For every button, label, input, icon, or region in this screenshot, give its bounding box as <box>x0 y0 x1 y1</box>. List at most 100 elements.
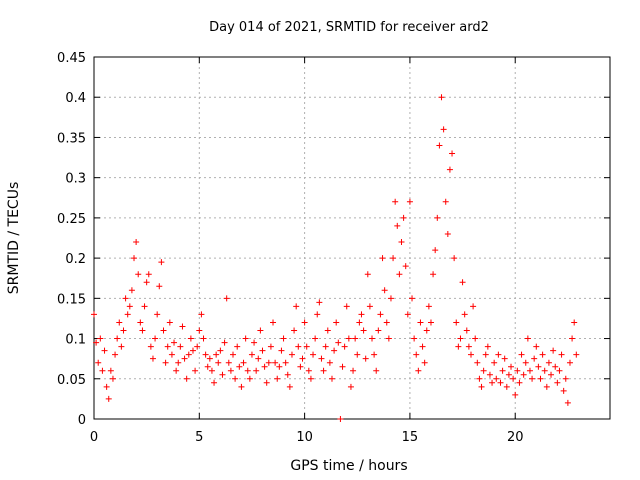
data-point <box>299 355 306 362</box>
data-point <box>398 239 405 246</box>
data-point <box>139 327 146 334</box>
data-point <box>373 367 380 374</box>
data-point <box>438 94 445 101</box>
data-point <box>280 335 287 342</box>
data-point <box>93 339 100 346</box>
data-point <box>419 343 426 350</box>
data-point <box>246 375 253 382</box>
data-point <box>383 319 390 326</box>
data-point <box>114 335 121 342</box>
data-point <box>470 303 477 310</box>
data-point <box>486 371 493 378</box>
data-point <box>434 214 441 221</box>
data-point <box>162 359 169 366</box>
data-point <box>404 311 411 318</box>
data-point <box>341 343 348 350</box>
data-point <box>141 303 148 310</box>
data-point <box>274 375 281 382</box>
data-point <box>97 335 104 342</box>
data-point <box>484 343 491 350</box>
data-point <box>143 279 150 286</box>
data-point <box>192 367 199 374</box>
data-point <box>211 379 218 386</box>
data-point <box>276 363 283 370</box>
data-point <box>526 367 533 374</box>
data-point <box>461 311 468 318</box>
data-point <box>541 367 548 374</box>
data-point <box>356 319 363 326</box>
data-point <box>508 363 515 370</box>
data-point <box>524 335 531 342</box>
data-point <box>95 359 102 366</box>
data-point <box>350 367 357 374</box>
data-point <box>476 375 483 382</box>
y-tick-label: 0.4 <box>65 91 86 106</box>
data-point <box>430 271 437 278</box>
data-point <box>514 367 521 374</box>
data-point <box>369 335 376 342</box>
data-point <box>472 335 479 342</box>
data-point <box>236 363 243 370</box>
data-point <box>501 355 508 362</box>
data-point <box>396 271 403 278</box>
data-point <box>133 239 140 246</box>
data-point <box>548 371 555 378</box>
data-point <box>248 351 255 358</box>
x-tick-label: 20 <box>507 430 524 445</box>
data-point <box>284 371 291 378</box>
data-point <box>185 351 192 358</box>
y-axis: 0 0.05 0.1 0.15 0.2 0.25 0.3 0.35 0.4 0.45 <box>57 51 610 428</box>
data-point <box>181 355 188 362</box>
data-point <box>219 371 226 378</box>
data-point <box>99 367 106 374</box>
data-point <box>425 303 432 310</box>
data-point <box>208 367 215 374</box>
data-point <box>364 271 371 278</box>
data-point <box>345 335 352 342</box>
data-point <box>225 359 232 366</box>
data-point <box>505 371 512 378</box>
data-point <box>307 375 314 382</box>
data-point <box>335 339 342 346</box>
data-point <box>497 379 504 386</box>
data-point <box>400 214 407 221</box>
grid <box>94 57 610 419</box>
chart-title: Day 014 of 2021, SRMTID for receiver ard… <box>209 20 489 35</box>
data-point <box>550 347 557 354</box>
data-point <box>560 387 567 394</box>
data-point <box>257 327 264 334</box>
data-point <box>552 363 559 370</box>
data-point <box>442 198 449 205</box>
y-axis-title: SRMTID / TECUs <box>6 182 22 295</box>
data-point <box>543 383 550 390</box>
data-point <box>116 319 123 326</box>
data-point <box>242 335 249 342</box>
data-point <box>312 335 319 342</box>
data-point <box>259 347 266 354</box>
y-tick-label: 0.35 <box>57 131 86 146</box>
data-point <box>295 343 302 350</box>
data-point <box>392 198 399 205</box>
data-point <box>137 319 144 326</box>
data-point <box>293 303 300 310</box>
data-point <box>569 335 576 342</box>
data-point <box>160 327 167 334</box>
data-point <box>387 295 394 302</box>
data-point <box>152 335 159 342</box>
data-point <box>291 327 298 334</box>
data-point <box>328 375 335 382</box>
data-point <box>217 347 224 354</box>
data-point <box>168 351 175 358</box>
data-point <box>449 150 456 157</box>
data-point <box>379 255 386 262</box>
data-point <box>489 379 496 386</box>
data-point <box>343 303 350 310</box>
data-point <box>230 351 237 358</box>
data-point <box>316 299 323 306</box>
data-point <box>128 287 135 294</box>
data-point <box>455 343 462 350</box>
data-point <box>432 247 439 254</box>
data-point <box>272 359 279 366</box>
data-point <box>566 359 573 366</box>
data-point <box>204 363 211 370</box>
